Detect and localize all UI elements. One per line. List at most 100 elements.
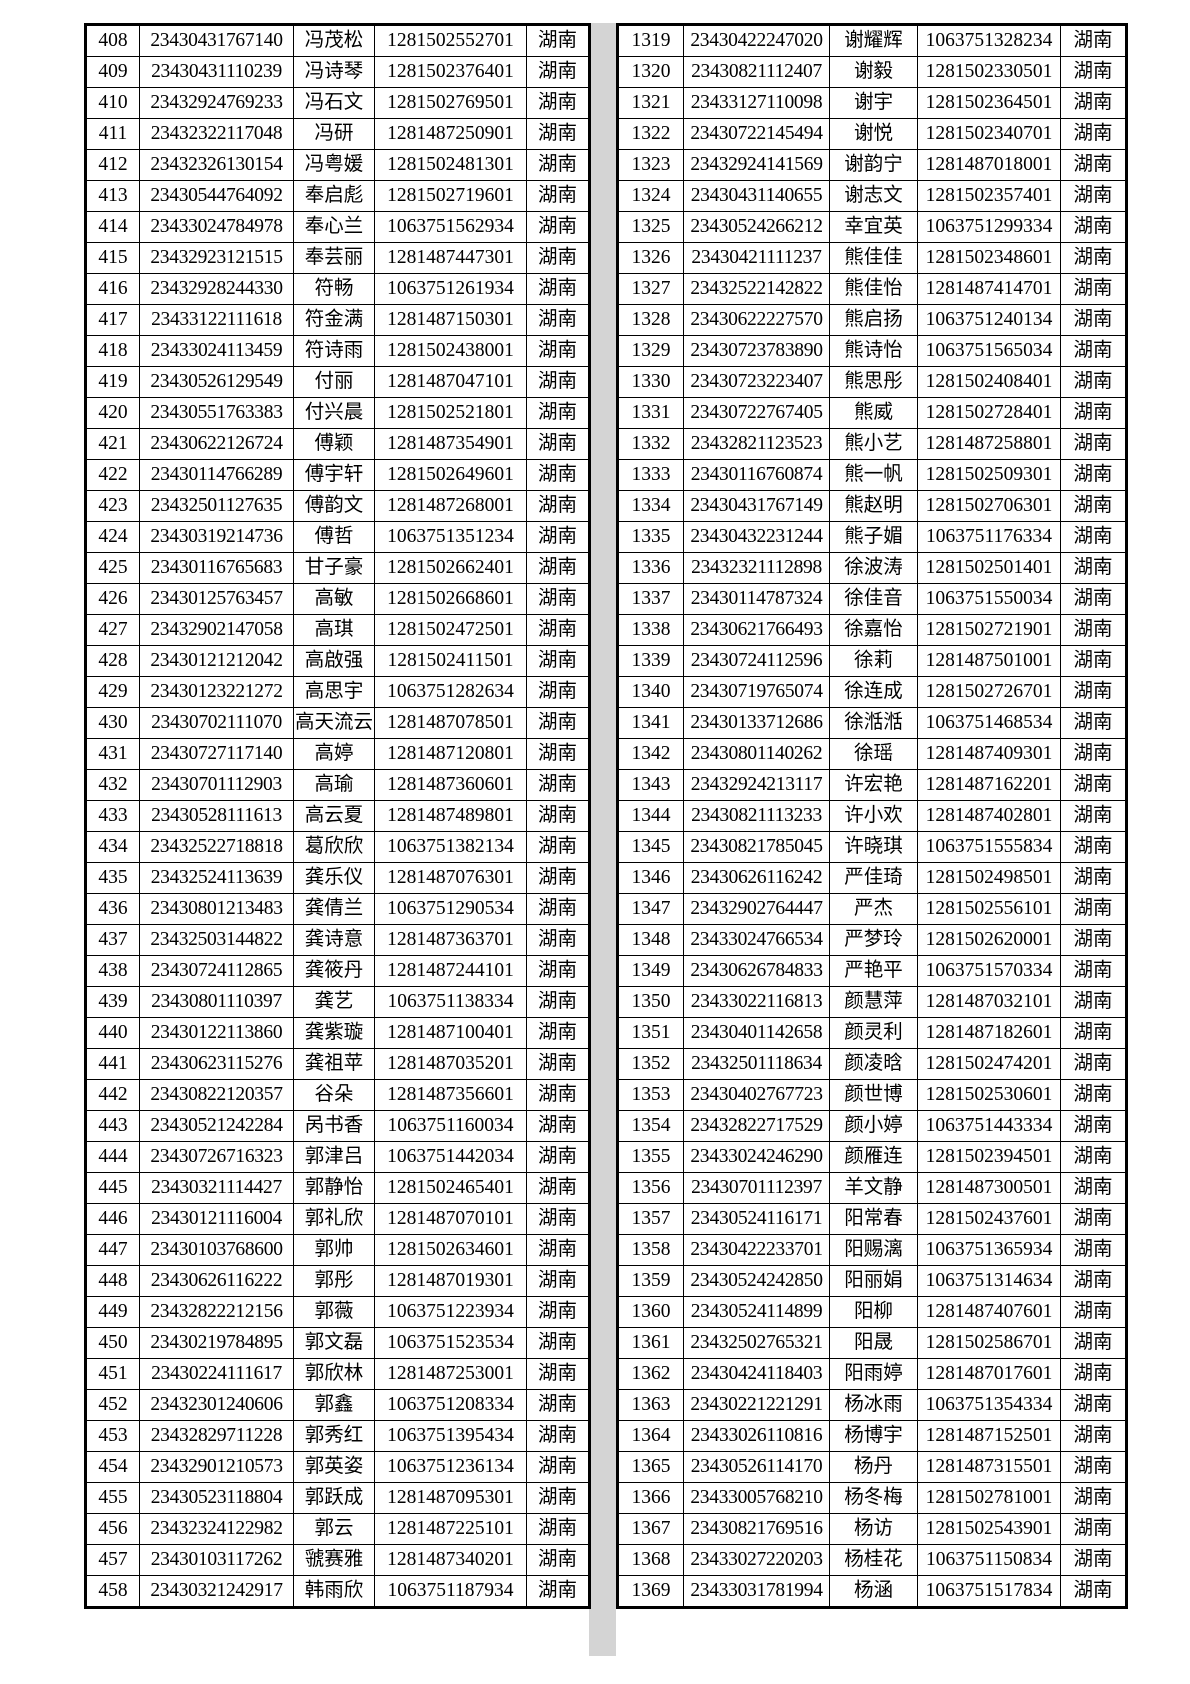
row-number-cell: 413 bbox=[85, 180, 140, 212]
row-number-cell: 412 bbox=[85, 149, 140, 181]
province-cell: 湖南 bbox=[1060, 149, 1127, 181]
province-cell: 湖南 bbox=[1060, 769, 1127, 801]
code-cell: 1281487162201 bbox=[917, 769, 1061, 801]
candidate-name-cell: 高瑜 bbox=[293, 769, 375, 801]
row-number-cell: 1359 bbox=[617, 1265, 684, 1297]
code-cell: 1281502481301 bbox=[374, 149, 527, 181]
candidate-name-cell: 奉心兰 bbox=[293, 211, 375, 243]
exam-id-cell: 23433024246290 bbox=[683, 1141, 830, 1173]
exam-id-cell: 23432501118634 bbox=[683, 1048, 830, 1080]
row-number-cell: 1336 bbox=[617, 552, 684, 584]
table-row: 426 23430125763457 高敏 1281502668601 湖南 bbox=[85, 583, 590, 615]
candidate-name-cell: 郭津吕 bbox=[293, 1141, 375, 1173]
code-cell: 1063751562934 bbox=[374, 211, 527, 243]
row-number-cell: 1332 bbox=[617, 428, 684, 460]
code-cell: 1281487409301 bbox=[917, 738, 1061, 770]
code-cell: 1063751550034 bbox=[917, 583, 1061, 615]
province-cell: 湖南 bbox=[1060, 56, 1127, 88]
candidate-name-cell: 徐湉湉 bbox=[829, 707, 918, 739]
code-cell: 1063751160034 bbox=[374, 1110, 527, 1142]
table-row: 458 23430321242917 韩雨欣 1063751187934 湖南 bbox=[85, 1575, 590, 1608]
province-cell: 湖南 bbox=[526, 521, 590, 553]
table-row: 408 23430431767140 冯茂松 1281502552701 湖南 bbox=[85, 24, 590, 57]
candidate-name-cell: 高琪 bbox=[293, 614, 375, 646]
table-row: 425 23430116765683 甘子豪 1281502662401 湖南 bbox=[85, 552, 590, 584]
table-row: 1337 23430114787324 徐佳音 1063751550034 湖南 bbox=[617, 583, 1127, 615]
code-cell: 1063751395434 bbox=[374, 1420, 527, 1452]
exam-id-cell: 23432502765321 bbox=[683, 1327, 830, 1359]
code-cell: 1063751314634 bbox=[917, 1265, 1061, 1297]
province-cell: 湖南 bbox=[526, 862, 590, 894]
province-cell: 湖南 bbox=[1060, 1017, 1127, 1049]
row-number-cell: 426 bbox=[85, 583, 140, 615]
table-row: 1361 23432502765321 阳晟 1281502586701 湖南 bbox=[617, 1327, 1127, 1359]
row-number-cell: 1363 bbox=[617, 1389, 684, 1421]
table-row: 417 23433122111618 符金满 1281487150301 湖南 bbox=[85, 304, 590, 336]
candidate-name-cell: 龚筱丹 bbox=[293, 955, 375, 987]
code-cell: 1281487225101 bbox=[374, 1513, 527, 1545]
code-cell: 1281487035201 bbox=[374, 1048, 527, 1080]
table-row: 1366 23433005768210 杨冬梅 1281502781001 湖南 bbox=[617, 1482, 1127, 1514]
exam-id-cell: 23430122113860 bbox=[139, 1017, 294, 1049]
table-row: 1353 23430402767723 颜世博 1281502530601 湖南 bbox=[617, 1079, 1127, 1111]
exam-id-cell: 23432901210573 bbox=[139, 1451, 294, 1483]
code-cell: 1063751523534 bbox=[374, 1327, 527, 1359]
table-row: 453 23432829711228 郭秀红 1063751395434 湖南 bbox=[85, 1420, 590, 1452]
row-number-cell: 455 bbox=[85, 1482, 140, 1514]
code-cell: 1281502330501 bbox=[917, 56, 1061, 88]
candidate-name-cell: 熊威 bbox=[829, 397, 918, 429]
row-number-cell: 422 bbox=[85, 459, 140, 491]
province-cell: 湖南 bbox=[526, 428, 590, 460]
candidate-name-cell: 龚紫璇 bbox=[293, 1017, 375, 1049]
exam-id-cell: 23432324122982 bbox=[139, 1513, 294, 1545]
province-cell: 湖南 bbox=[1060, 707, 1127, 739]
code-cell: 1281502364501 bbox=[917, 87, 1061, 119]
code-cell: 1281487019301 bbox=[374, 1265, 527, 1297]
row-number-cell: 1357 bbox=[617, 1203, 684, 1235]
row-number-cell: 1324 bbox=[617, 180, 684, 212]
exam-id-cell: 23430821785045 bbox=[683, 831, 830, 863]
candidate-name-cell: 谢悦 bbox=[829, 118, 918, 150]
province-cell: 湖南 bbox=[526, 552, 590, 584]
province-cell: 湖南 bbox=[1060, 1172, 1127, 1204]
candidate-name-cell: 傅韵文 bbox=[293, 490, 375, 522]
candidate-name-cell: 阳晟 bbox=[829, 1327, 918, 1359]
code-cell: 1063751299334 bbox=[917, 211, 1061, 243]
table-row: 456 23432324122982 郭云 1281487225101 湖南 bbox=[85, 1513, 590, 1545]
exam-id-cell: 23430431767140 bbox=[139, 24, 294, 57]
code-cell: 1281502543901 bbox=[917, 1513, 1061, 1545]
row-number-cell: 1320 bbox=[617, 56, 684, 88]
row-number-cell: 1354 bbox=[617, 1110, 684, 1142]
table-row: 1329 23430723783890 熊诗怡 1063751565034 湖南 bbox=[617, 335, 1127, 367]
exam-id-cell: 23430114787324 bbox=[683, 583, 830, 615]
table-row: 452 23432301240606 郭鑫 1063751208334 湖南 bbox=[85, 1389, 590, 1421]
row-number-cell: 437 bbox=[85, 924, 140, 956]
table-row: 409 23430431110239 冯诗琴 1281502376401 湖南 bbox=[85, 56, 590, 88]
exam-id-cell: 23430622227570 bbox=[683, 304, 830, 336]
candidate-name-cell: 熊佳怡 bbox=[829, 273, 918, 305]
code-cell: 1063751138334 bbox=[374, 986, 527, 1018]
code-cell: 1281487032101 bbox=[917, 986, 1061, 1018]
table-row: 448 23430626116222 郭彤 1281487019301 湖南 bbox=[85, 1265, 590, 1297]
province-cell: 湖南 bbox=[1060, 614, 1127, 646]
row-number-cell: 425 bbox=[85, 552, 140, 584]
row-number-cell: 1330 bbox=[617, 366, 684, 398]
province-cell: 湖南 bbox=[526, 1575, 590, 1608]
row-number-cell: 411 bbox=[85, 118, 140, 150]
exam-id-cell: 23433022116813 bbox=[683, 986, 830, 1018]
candidate-name-cell: 郭帅 bbox=[293, 1234, 375, 1266]
province-cell: 湖南 bbox=[1060, 1513, 1127, 1545]
province-cell: 湖南 bbox=[526, 1079, 590, 1111]
province-cell: 湖南 bbox=[526, 1141, 590, 1173]
code-cell: 1281502662401 bbox=[374, 552, 527, 584]
exam-id-cell: 23430821112407 bbox=[683, 56, 830, 88]
province-cell: 湖南 bbox=[526, 366, 590, 398]
exam-id-cell: 23430114766289 bbox=[139, 459, 294, 491]
table-row: 1355 23433024246290 颜雁连 1281502394501 湖南 bbox=[617, 1141, 1127, 1173]
table-row: 414 23433024784978 奉心兰 1063751562934 湖南 bbox=[85, 211, 590, 243]
row-number-cell: 445 bbox=[85, 1172, 140, 1204]
exam-id-cell: 23430722767405 bbox=[683, 397, 830, 429]
table-row: 430 23430702111070 高天流云 1281487078501 湖南 bbox=[85, 707, 590, 739]
table-row: 1362 23430424118403 阳雨婷 1281487017601 湖南 bbox=[617, 1358, 1127, 1390]
candidate-name-cell: 葛欣欣 bbox=[293, 831, 375, 863]
